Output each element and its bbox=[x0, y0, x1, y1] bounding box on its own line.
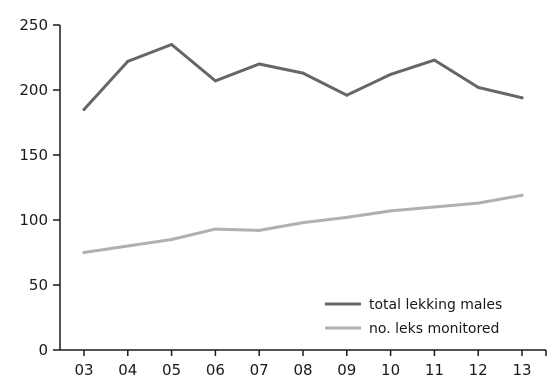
data-point bbox=[257, 62, 261, 66]
data-point bbox=[170, 43, 174, 46]
data-point bbox=[82, 108, 86, 111]
data-point bbox=[213, 79, 217, 83]
data-point bbox=[301, 221, 305, 225]
data-point bbox=[476, 85, 480, 89]
data-point bbox=[520, 96, 524, 100]
series-line-0 bbox=[82, 43, 524, 111]
data-point bbox=[345, 215, 349, 219]
legend: total lekking males no. leks monitored bbox=[325, 297, 502, 337]
data-point bbox=[301, 71, 305, 75]
y-tick-label: 50 bbox=[29, 276, 48, 294]
data-point bbox=[213, 227, 217, 231]
x-tick-label: 07 bbox=[250, 361, 269, 379]
y-tick-label: 100 bbox=[19, 211, 48, 229]
x-tick-label: 12 bbox=[469, 361, 488, 379]
data-point bbox=[126, 59, 130, 63]
x-tick-label: 13 bbox=[512, 361, 531, 379]
data-point bbox=[432, 205, 436, 209]
data-point bbox=[389, 72, 393, 76]
x-tick-label: 04 bbox=[118, 361, 137, 379]
x-tick-label: 09 bbox=[337, 361, 356, 379]
series-lines bbox=[82, 43, 524, 254]
x-tick-label: 03 bbox=[74, 361, 93, 379]
y-tick-label: 150 bbox=[19, 146, 48, 164]
data-point bbox=[126, 244, 130, 248]
data-point bbox=[476, 201, 480, 205]
data-point bbox=[389, 209, 393, 213]
x-tick-label: 11 bbox=[425, 361, 444, 379]
legend-label: total lekking males bbox=[369, 297, 502, 313]
y-tick-label: 0 bbox=[38, 341, 48, 359]
y-tick-label: 250 bbox=[19, 16, 48, 34]
legend-label: no. leks monitored bbox=[369, 321, 499, 337]
data-point bbox=[520, 193, 524, 197]
x-tick-label: 10 bbox=[381, 361, 400, 379]
data-point bbox=[345, 93, 349, 97]
data-point bbox=[257, 228, 261, 232]
x-tick-label: 05 bbox=[162, 361, 181, 379]
data-point bbox=[170, 238, 174, 241]
x-tick-label: 06 bbox=[206, 361, 225, 379]
axes: 0 50 100 150 200 250 03 04 05 06 07 08 09 10 11 12 13 bbox=[19, 16, 547, 379]
data-point bbox=[82, 251, 86, 254]
data-point bbox=[432, 58, 436, 62]
x-tick-label: 08 bbox=[293, 361, 312, 379]
y-tick-label: 200 bbox=[19, 81, 48, 99]
